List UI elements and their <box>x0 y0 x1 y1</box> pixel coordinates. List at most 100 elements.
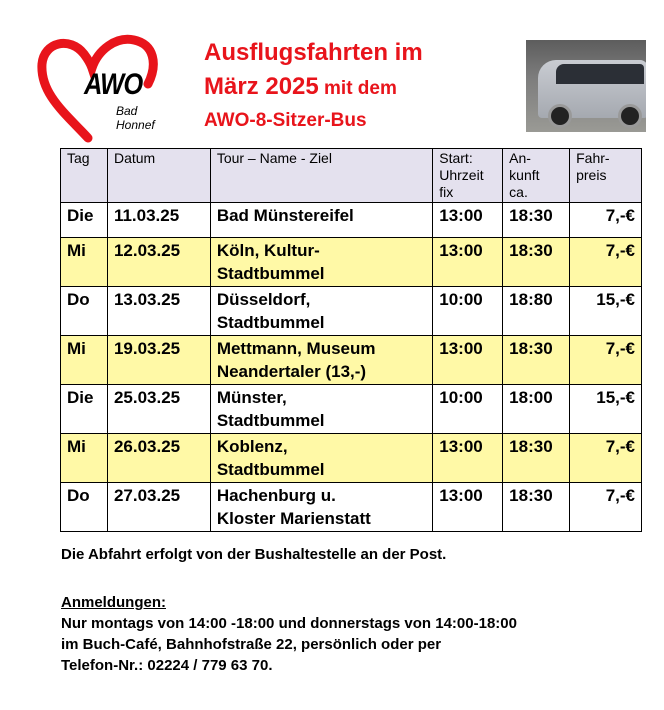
cell-preis: 7,-€ <box>569 237 642 287</box>
cell-datum: 25.03.25 <box>106 384 211 434</box>
column-header: Datum <box>106 148 211 203</box>
cell-ankunft: 18:30 <box>502 237 571 287</box>
title-with: mit dem <box>318 78 397 99</box>
column-header-text: An- <box>509 150 531 166</box>
cell-text: Mettmann, Museum <box>216 339 376 358</box>
cell-text: Do <box>67 486 90 505</box>
cell-ankunft: 18:30 <box>502 202 571 238</box>
column-header-text: Uhrzeit <box>439 167 484 183</box>
cell-tag: Mi <box>60 237 108 287</box>
column-header-text: Fahr- <box>576 150 610 166</box>
column-header-text: Tag <box>67 150 90 166</box>
cell-text: Neandertaler (13,-) <box>216 362 367 381</box>
cell-text: Bad Münstereifel <box>216 206 354 225</box>
cell-text: 7,-€ <box>605 437 635 456</box>
logo-subtext: Bad Honnef <box>116 104 155 132</box>
cell-text: 11.03.25 <box>113 206 180 225</box>
cell-datum: 11.03.25 <box>106 202 211 238</box>
cell-text: 18:30 <box>509 339 553 358</box>
cell-text: Köln, Kultur- <box>216 241 320 260</box>
cell-start: 10:00 <box>432 286 504 336</box>
cell-datum: 12.03.25 <box>106 237 211 287</box>
cell-text: Koblenz, <box>216 437 288 456</box>
cell-text: Stadtbummel <box>216 313 325 332</box>
logo-text: AWO <box>84 68 143 101</box>
column-header: Fahr-preis <box>569 148 642 203</box>
column-header: An-kunft ca. <box>502 148 571 203</box>
column-header-text: kunft <box>509 167 540 183</box>
registration-line: Nur montags von 14:00 -18:00 und donners… <box>61 615 517 632</box>
cell-text: 25.03.25 <box>113 388 181 407</box>
cell-preis: 7,-€ <box>569 433 642 483</box>
cell-text: Mi <box>67 339 86 358</box>
cell-tour: Koblenz, Stadtbummel <box>209 433 434 483</box>
table-row: Die 25.03.25 Münster, Stadtbummel 10:00 18:00… <box>60 384 642 434</box>
cell-text: Stadtbummel <box>216 411 325 430</box>
cell-text: 7,-€ <box>605 241 635 260</box>
cell-text: Kloster Marienstatt <box>216 509 371 528</box>
cell-text: 7,-€ <box>605 486 635 505</box>
cell-text: Mi <box>67 437 86 456</box>
cell-ankunft: 18:00 <box>502 384 571 434</box>
cell-preis: 7,-€ <box>569 482 642 532</box>
cell-text: Do <box>67 290 90 309</box>
table-row: Do 13.03.25 Düsseldorf, Stadtbummel 10:00 18:… <box>60 286 642 336</box>
cell-tour: Hachenburg u. Kloster Marienstatt <box>209 482 434 532</box>
cell-text: 10:00 <box>439 290 483 309</box>
cell-tour: Köln, Kultur- Stadtbummel <box>209 237 434 287</box>
column-header-text: Tour – Name - Ziel <box>216 150 332 166</box>
cell-text: Düsseldorf, <box>216 290 311 309</box>
column-header-text: Datum <box>113 150 156 166</box>
cell-text: 13:00 <box>439 486 483 505</box>
cell-text: Stadtbummel <box>216 264 325 283</box>
departure-note: Die Abfahrt erfolgt von der Bushaltestel… <box>61 546 447 563</box>
cell-text: Die <box>67 206 94 225</box>
bus-photo <box>526 40 646 132</box>
column-header: Start: Uhrzeit fix <box>432 148 504 203</box>
heart-icon <box>37 34 158 143</box>
cell-tour: Düsseldorf, Stadtbummel <box>209 286 434 336</box>
cell-text: 18:30 <box>509 206 553 225</box>
cell-text: 18:00 <box>509 388 553 407</box>
cell-text: 13.03.25 <box>113 290 181 309</box>
cell-preis: 7,-€ <box>569 202 642 238</box>
table-row: Mi 12.03.25 Köln, Kultur- Stadtbummel 13:00 1… <box>60 237 642 287</box>
cell-text: 18:80 <box>509 290 553 309</box>
cell-tag: Mi <box>60 433 108 483</box>
cell-text: 10:00 <box>439 388 483 407</box>
column-header-text: ca. <box>509 184 528 200</box>
table-header: Tag Datum Tour – Name - Ziel Start: Uhrzeit f… <box>60 148 642 203</box>
cell-tag: Die <box>60 202 108 238</box>
table-row: Do 27.03.25 Hachenburg u. Kloster Mariensta… <box>60 482 642 532</box>
title-line2: März 2025 mit dem <box>204 70 423 106</box>
cell-start: 13:00 <box>432 433 504 483</box>
cell-start: 13:00 <box>432 202 504 238</box>
cell-text: 19.03.25 <box>113 339 181 358</box>
registration-line: im Buch-Café, Bahnhofstraße 22, persönli… <box>61 636 442 653</box>
cell-ankunft: 18:80 <box>502 286 571 336</box>
cell-text: Die <box>67 388 94 407</box>
cell-start: 13:00 <box>432 237 504 287</box>
cell-text: 13:00 <box>439 437 483 456</box>
cell-text: Münster, <box>216 388 287 407</box>
column-header-text: fix <box>439 184 454 200</box>
cell-text: 26.03.25 <box>113 437 181 456</box>
cell-tag: Mi <box>60 335 108 385</box>
cell-text: 27.03.25 <box>113 486 181 505</box>
cell-text: 13:00 <box>439 241 483 260</box>
cell-text: 13:00 <box>439 206 483 225</box>
cell-start: 10:00 <box>432 384 504 434</box>
cell-datum: 26.03.25 <box>106 433 211 483</box>
title-line1: Ausflugsfahrten im <box>204 39 423 66</box>
cell-tour: Münster, Stadtbummel <box>209 384 434 434</box>
cell-ankunft: 18:30 <box>502 482 571 532</box>
cell-datum: 19.03.25 <box>106 335 211 385</box>
cell-start: 13:00 <box>432 335 504 385</box>
cell-text: 13:00 <box>439 339 483 358</box>
cell-preis: 15,-€ <box>569 286 642 336</box>
column-header-text: preis <box>576 167 607 183</box>
registration-heading: Anmeldungen: <box>61 594 166 611</box>
table-row: Mi 19.03.25 Mettmann, Museum Neandertaler (… <box>60 335 642 385</box>
cell-text: 15,-€ <box>596 388 635 407</box>
column-header: Tag <box>60 148 108 203</box>
